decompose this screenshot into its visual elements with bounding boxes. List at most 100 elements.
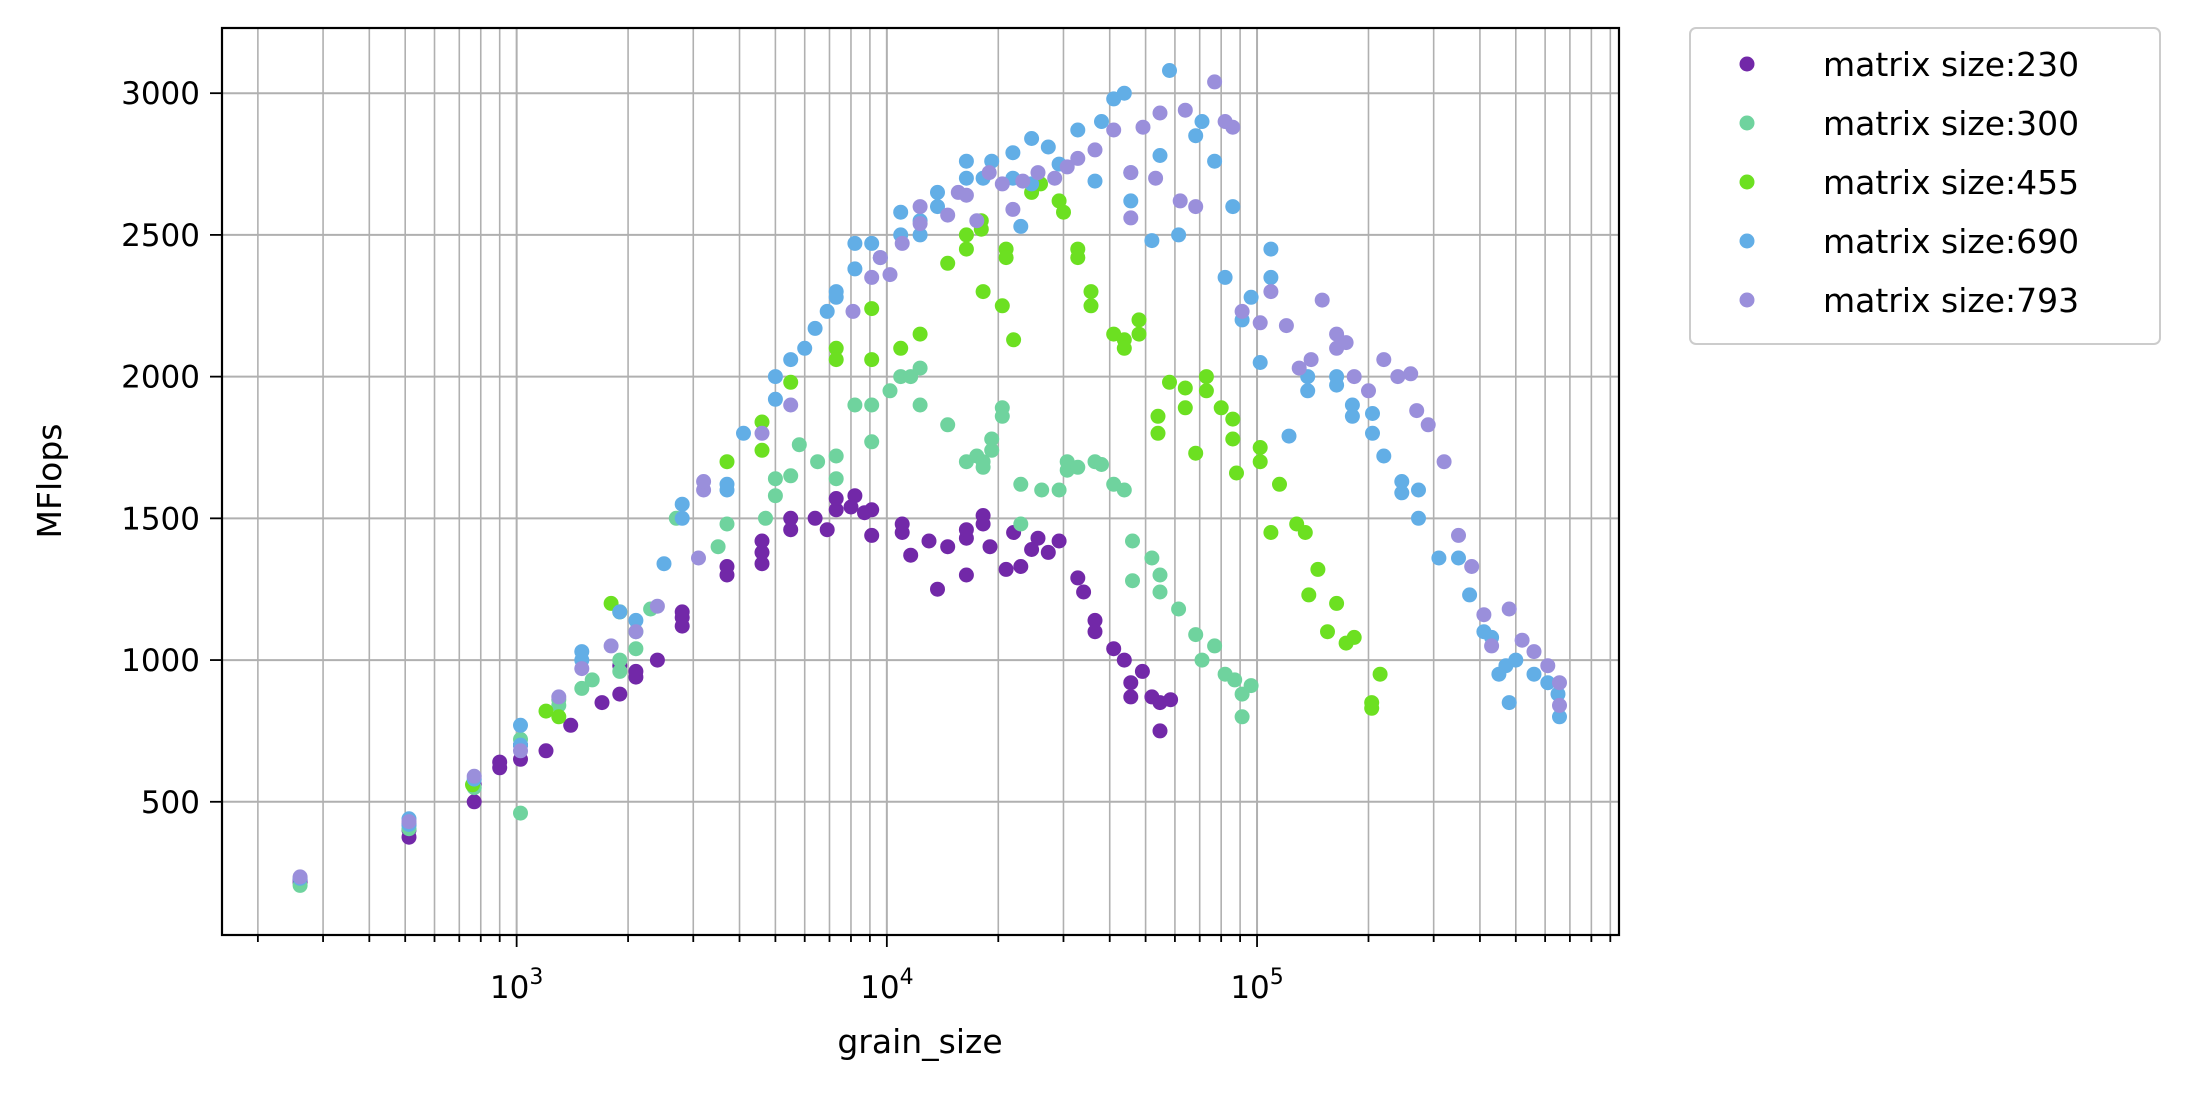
data-point xyxy=(1361,383,1376,399)
data-point xyxy=(783,374,799,390)
data-point xyxy=(1501,695,1517,711)
data-point xyxy=(864,397,880,413)
data-point xyxy=(921,533,937,549)
data-point xyxy=(912,216,928,232)
data-point xyxy=(1403,366,1419,382)
data-point xyxy=(767,391,783,407)
data-point xyxy=(1372,666,1388,682)
data-point xyxy=(1030,165,1046,181)
data-point xyxy=(736,425,751,441)
data-points xyxy=(292,63,1567,893)
data-point xyxy=(981,165,997,181)
data-point xyxy=(1552,675,1567,691)
data-point xyxy=(513,717,528,733)
y-tick-label: 500 xyxy=(141,785,200,821)
data-point xyxy=(864,502,880,518)
data-point xyxy=(628,663,644,679)
data-point xyxy=(758,510,773,526)
data-point xyxy=(612,604,628,620)
data-point xyxy=(1365,425,1380,441)
data-point xyxy=(1364,700,1380,716)
data-point xyxy=(807,510,823,526)
y-tick-label: 2500 xyxy=(121,218,200,254)
data-point xyxy=(783,522,799,538)
data-point xyxy=(574,644,590,660)
data-point xyxy=(1034,482,1050,498)
data-point xyxy=(1087,612,1103,628)
data-point xyxy=(828,491,844,506)
data-point xyxy=(1431,550,1447,566)
data-point xyxy=(912,360,928,376)
data-point xyxy=(1013,476,1029,492)
data-point xyxy=(628,624,644,640)
data-point xyxy=(982,539,998,555)
data-point xyxy=(828,284,844,300)
data-point xyxy=(603,638,619,654)
data-point xyxy=(1300,383,1316,399)
data-point xyxy=(754,442,770,458)
data-point xyxy=(1013,218,1029,234)
data-point xyxy=(893,340,909,356)
data-point xyxy=(719,454,735,470)
data-point xyxy=(1225,119,1241,135)
data-point xyxy=(1229,465,1244,481)
data-point xyxy=(828,448,844,464)
data-point xyxy=(1198,383,1214,399)
series-2 xyxy=(292,360,1259,893)
data-point xyxy=(864,352,880,368)
data-point xyxy=(1329,369,1345,385)
data-point xyxy=(1070,250,1086,266)
data-point xyxy=(1162,374,1177,390)
x-tick-label: 103 xyxy=(490,965,543,1006)
data-point xyxy=(1365,406,1380,421)
data-point xyxy=(1484,638,1500,654)
data-point xyxy=(1177,102,1193,118)
data-point xyxy=(1152,584,1168,600)
data-point xyxy=(292,869,308,885)
data-point xyxy=(998,561,1014,577)
data-point xyxy=(1094,457,1109,472)
data-point xyxy=(912,326,928,342)
data-point xyxy=(975,284,991,300)
data-point xyxy=(1552,697,1567,713)
data-point xyxy=(649,652,665,668)
data-point xyxy=(401,814,417,830)
data-point xyxy=(696,474,712,489)
data-point xyxy=(1462,587,1478,603)
data-point xyxy=(930,199,945,215)
data-point xyxy=(674,496,690,512)
data-point xyxy=(783,352,799,368)
data-point xyxy=(1263,269,1279,285)
data-point xyxy=(1451,550,1466,566)
data-point xyxy=(1083,298,1099,314)
data-point xyxy=(843,499,859,515)
data-point xyxy=(1177,380,1193,396)
data-point xyxy=(513,805,528,821)
data-point xyxy=(649,598,665,614)
data-point xyxy=(940,417,956,433)
data-point xyxy=(1346,629,1362,645)
data-point xyxy=(882,267,898,283)
data-point xyxy=(807,320,823,336)
data-point xyxy=(1123,689,1139,705)
data-point xyxy=(893,204,909,220)
data-point xyxy=(1338,335,1354,351)
data-point xyxy=(1172,193,1188,209)
data-point xyxy=(912,227,928,243)
legend-box xyxy=(1689,27,2161,345)
data-point xyxy=(1188,199,1204,215)
data-point xyxy=(719,559,735,574)
plot-frame xyxy=(220,26,1621,937)
legend-marker xyxy=(1739,292,1755,308)
data-point xyxy=(492,754,508,770)
data-point xyxy=(466,794,482,810)
data-point xyxy=(1171,601,1187,617)
data-point xyxy=(1047,170,1063,186)
data-point xyxy=(538,743,554,759)
data-point xyxy=(940,255,956,271)
data-point xyxy=(1263,241,1279,257)
data-point xyxy=(584,672,600,688)
data-point xyxy=(1051,193,1067,209)
data-point xyxy=(1194,652,1210,668)
